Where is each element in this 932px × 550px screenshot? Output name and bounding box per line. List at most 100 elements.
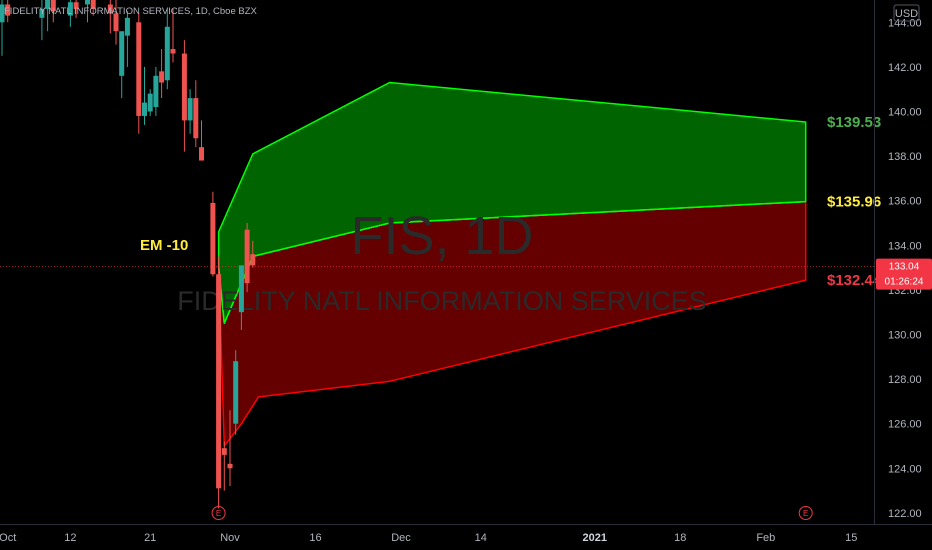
candle-body <box>0 4 5 23</box>
time-tick-label: 21 <box>144 532 156 544</box>
candle-body <box>159 71 165 83</box>
candle-body <box>227 463 233 469</box>
candle <box>5 0 11 23</box>
candle <box>142 66 147 125</box>
watermark: FIS, 1D FIDELITY NATL INFORMATION SERVIC… <box>177 206 707 316</box>
event-circle <box>211 506 226 520</box>
candle-body <box>73 2 79 9</box>
candle <box>233 350 239 435</box>
candle <box>147 89 153 116</box>
candle-body <box>39 8 45 18</box>
candle-body <box>142 102 147 116</box>
candle-body <box>238 265 244 313</box>
candle-body <box>107 4 113 14</box>
earnings-event-marker: E <box>798 506 813 520</box>
candle-body <box>164 26 170 81</box>
last-price-badge: 133.04 01:26:24 <box>876 258 932 290</box>
candle <box>159 49 165 99</box>
candle <box>164 8 170 90</box>
candle <box>124 11 130 67</box>
candle <box>193 80 199 148</box>
candle-body <box>216 274 222 489</box>
price-badge-bg <box>876 258 932 290</box>
candle-body <box>193 98 199 139</box>
candle-body <box>233 361 239 424</box>
candle-body <box>181 53 187 121</box>
level-label: $132.44 <box>827 272 882 289</box>
price-tick-label: 124.00 <box>888 463 922 475</box>
candle-body <box>67 2 73 16</box>
candle-body <box>136 22 142 116</box>
candle <box>238 265 244 331</box>
candle-body <box>147 93 153 112</box>
candle <box>119 31 125 99</box>
candle-body <box>85 0 90 5</box>
candle-body <box>210 202 216 275</box>
price-tick-label: 138.00 <box>888 151 922 163</box>
time-tick-label: 16 <box>309 532 321 544</box>
candle <box>216 256 222 509</box>
level-labels: $139.53 $135.96 $132.44 <box>827 114 882 289</box>
candle <box>181 40 187 152</box>
level-label: $135.96 <box>827 194 881 211</box>
currency-box <box>893 4 920 22</box>
price-tick-label: 134.00 <box>888 240 922 252</box>
candle-body <box>90 0 96 9</box>
candle-body <box>45 0 51 9</box>
candle <box>227 410 233 487</box>
candle <box>45 0 51 32</box>
price-tick-label: 130.00 <box>888 329 922 341</box>
candle-body <box>124 17 130 36</box>
candle <box>107 0 113 34</box>
price-axis[interactable]: 122.00124.00126.00128.00130.00132.00134.… <box>888 17 922 520</box>
price-tick-label: 126.00 <box>888 419 922 431</box>
candle <box>85 0 90 23</box>
candle-body <box>244 229 250 284</box>
candle-body <box>199 147 204 161</box>
time-tick-label: Feb <box>756 532 775 544</box>
candle <box>210 191 216 277</box>
candle <box>250 240 256 268</box>
candles <box>0 0 256 509</box>
time-tick-label: Nov <box>220 532 240 544</box>
candle <box>244 222 250 293</box>
candle <box>221 441 227 491</box>
price-tick-label: 140.00 <box>888 106 922 118</box>
candle-body <box>119 31 125 76</box>
currency-label: USD <box>895 8 918 20</box>
time-axis[interactable]: Oct 12 21 Nov 16 Dec 14 2021 18 Feb 15 <box>0 532 857 544</box>
event-circle <box>798 506 813 520</box>
price-tick-label: 128.00 <box>888 374 922 386</box>
last-price-value: 133.04 <box>889 262 920 273</box>
watermark-ticker: FIS, 1D <box>350 206 533 266</box>
level-label: $139.53 <box>827 114 881 131</box>
candle-body <box>250 254 256 266</box>
candle-body <box>113 13 119 32</box>
candle-body <box>5 4 11 16</box>
candle <box>199 120 204 161</box>
candle <box>113 0 119 45</box>
watermark-name: FIDELITY NATL INFORMATION SERVICES <box>177 286 707 316</box>
earnings-event-marker: E <box>211 506 226 520</box>
time-tick-label: Dec <box>391 532 411 544</box>
time-tick-label: 12 <box>64 532 76 544</box>
price-tick-label: 142.00 <box>888 62 922 74</box>
event-label: E <box>216 509 221 518</box>
candle <box>170 8 176 63</box>
price-tick-label: 136.00 <box>888 196 922 208</box>
candle <box>153 66 159 116</box>
em-annotation: EM -10 <box>140 237 188 254</box>
event-label: E <box>803 509 808 518</box>
price-tick-label: 144.00 <box>888 17 922 29</box>
currency-button[interactable]: USD <box>893 4 920 22</box>
candle-body <box>170 49 176 54</box>
time-tick-label: 14 <box>475 532 487 544</box>
candle <box>67 0 73 27</box>
candle <box>187 89 193 134</box>
candle-body <box>50 0 56 12</box>
symbol-header: FIDELITY NATL INFORMATION SERVICES, 1D, … <box>4 6 258 17</box>
time-tick-label: Oct <box>0 532 16 544</box>
candle-body <box>187 98 193 121</box>
